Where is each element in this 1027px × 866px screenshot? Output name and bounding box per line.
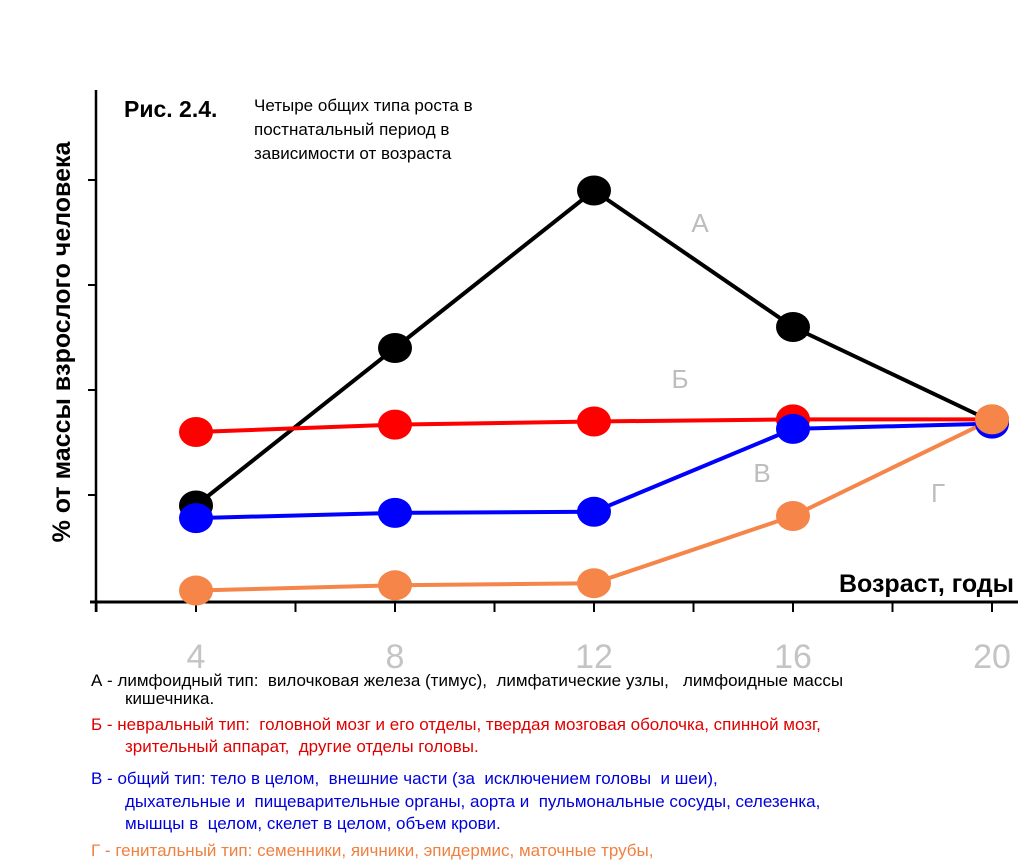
data-point-3-1 (179, 503, 213, 534)
series-lines (194, 188, 993, 593)
x-tick-label: 8 (386, 638, 405, 670)
data-point-4-2 (378, 570, 412, 601)
figure-caption: Четыре общих типа роста в постнатальный … (254, 96, 473, 163)
series-points (179, 175, 1009, 606)
y-axis-label: % от массы взрослого человека (48, 141, 76, 543)
legend-v-line-3: мышцы в целом, скелет в целом, объем кро… (125, 814, 501, 833)
data-point-3-3 (577, 496, 611, 527)
data-point-4-3 (577, 568, 611, 599)
legend-a-line-2: кишечника. (125, 689, 215, 708)
data-point-4-4 (776, 501, 810, 531)
data-point-1-4 (776, 312, 810, 342)
data-point-1-3 (577, 175, 611, 206)
series-labels: А Б В Г (671, 208, 945, 508)
x-tick-labels: 4 8 12 16 20 (187, 638, 1011, 670)
data-point-4-1 (179, 575, 213, 606)
x-tick-label: 20 (973, 638, 1011, 670)
series-label-3: В (753, 458, 770, 488)
legend-a-line-1: А - лимфоидный тип: вилочковая железа (т… (91, 671, 844, 690)
data-point-2-3 (577, 406, 611, 437)
legend-v-line-2: дыхательные и пищеварительные органы, ао… (125, 792, 821, 811)
legend-v-line-1: В - общий тип: тело в целом, внешние час… (91, 769, 718, 788)
x-tick-label: 12 (575, 638, 613, 670)
legend-b-line-2: зрительный аппарат, другие отделы головы… (125, 737, 479, 756)
legend-g-line-1: Г - генитальный тип: семенники, яичники,… (91, 841, 654, 860)
x-tick-label: 4 (187, 638, 206, 670)
x-tick-label: 16 (774, 638, 812, 670)
series-line-1 (194, 188, 993, 508)
data-point-2-2 (378, 409, 412, 440)
figure-label: Рис. 2.4. (124, 96, 218, 122)
growth-chart: А Б В Г 4 8 12 16 20 Возраст, годы % от массы в… (48, 90, 1018, 670)
series-label-1: А (691, 208, 709, 238)
x-axis-label: Возраст, годы (839, 570, 1014, 598)
series-label-2: Б (671, 364, 688, 394)
series-label-4: Г (931, 478, 945, 508)
data-point-4-5 (975, 404, 1009, 435)
data-point-3-2 (378, 497, 412, 528)
data-point-3-4 (776, 413, 810, 444)
y-axis-ticks (88, 179, 96, 496)
data-point-1-2 (378, 333, 412, 363)
data-point-2-1 (179, 417, 213, 447)
legend-b-line-1: Б - невральный тип: головной мозг и его … (91, 715, 821, 734)
